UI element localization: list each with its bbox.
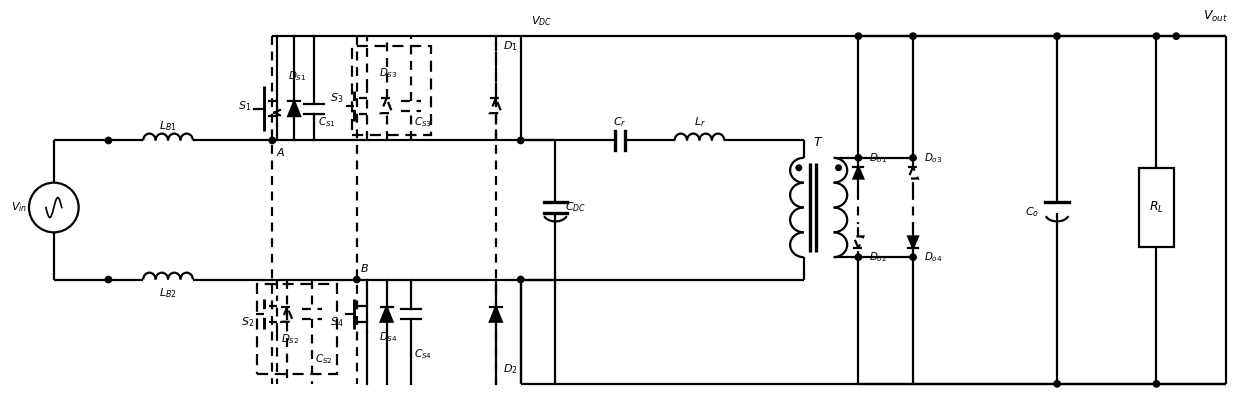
Text: $C_{DC}$: $C_{DC}$ (564, 200, 585, 215)
Circle shape (517, 137, 523, 144)
Circle shape (269, 137, 275, 144)
Circle shape (1054, 33, 1060, 39)
Text: $S_2$: $S_2$ (241, 315, 254, 329)
Circle shape (910, 155, 916, 161)
Circle shape (1153, 33, 1159, 39)
Text: $C_{S3}$: $C_{S3}$ (414, 116, 433, 129)
Circle shape (856, 155, 862, 161)
Text: $D_{S2}$: $D_{S2}$ (281, 332, 299, 346)
Text: $D_{S4}$: $D_{S4}$ (379, 330, 398, 344)
Text: $C_{S2}$: $C_{S2}$ (315, 352, 332, 366)
Circle shape (856, 254, 862, 260)
Text: $S_4$: $S_4$ (330, 315, 343, 329)
Text: $A$: $A$ (275, 146, 285, 159)
FancyBboxPatch shape (1140, 168, 1174, 247)
Polygon shape (381, 307, 393, 322)
Text: $D_2$: $D_2$ (503, 362, 518, 376)
Text: $R_L$: $R_L$ (1149, 200, 1164, 215)
Text: $D_1$: $D_1$ (503, 39, 518, 53)
Circle shape (910, 33, 916, 39)
Text: $V_{DC}$: $V_{DC}$ (531, 15, 552, 28)
Polygon shape (288, 101, 300, 116)
Text: $S_3$: $S_3$ (330, 91, 343, 105)
Text: $L_{B1}$: $L_{B1}$ (159, 120, 177, 134)
Circle shape (836, 165, 841, 171)
Text: $D_{o3}$: $D_{o3}$ (924, 151, 942, 165)
Polygon shape (490, 307, 502, 322)
Text: $D_{o2}$: $D_{o2}$ (869, 250, 888, 264)
Circle shape (856, 33, 862, 39)
Circle shape (1173, 33, 1179, 39)
Text: $L_r$: $L_r$ (693, 116, 706, 129)
Text: $D_{o1}$: $D_{o1}$ (869, 151, 888, 165)
Text: $B$: $B$ (361, 261, 370, 273)
Text: $C_r$: $C_r$ (614, 116, 626, 129)
Text: $V_{in}$: $V_{in}$ (11, 200, 27, 215)
Text: $C_o$: $C_o$ (1025, 205, 1039, 220)
Text: $D_{S3}$: $D_{S3}$ (379, 66, 398, 80)
Text: $D_{o4}$: $D_{o4}$ (924, 250, 942, 264)
Circle shape (1153, 381, 1159, 387)
Circle shape (796, 165, 801, 171)
Polygon shape (908, 237, 918, 248)
Circle shape (910, 254, 916, 260)
Text: $V_{out}$: $V_{out}$ (1203, 9, 1229, 24)
Circle shape (1054, 381, 1060, 387)
Circle shape (105, 276, 112, 283)
Circle shape (105, 137, 112, 144)
Text: $C_{S1}$: $C_{S1}$ (317, 116, 336, 129)
Text: $D_{S1}$: $D_{S1}$ (288, 69, 306, 83)
Polygon shape (853, 167, 863, 178)
Circle shape (517, 276, 523, 283)
Text: $L_{B2}$: $L_{B2}$ (159, 286, 177, 300)
Text: $S_1$: $S_1$ (238, 99, 252, 112)
Circle shape (353, 276, 360, 283)
Text: $T$: $T$ (813, 137, 823, 149)
Text: $C_{S4}$: $C_{S4}$ (414, 347, 433, 361)
